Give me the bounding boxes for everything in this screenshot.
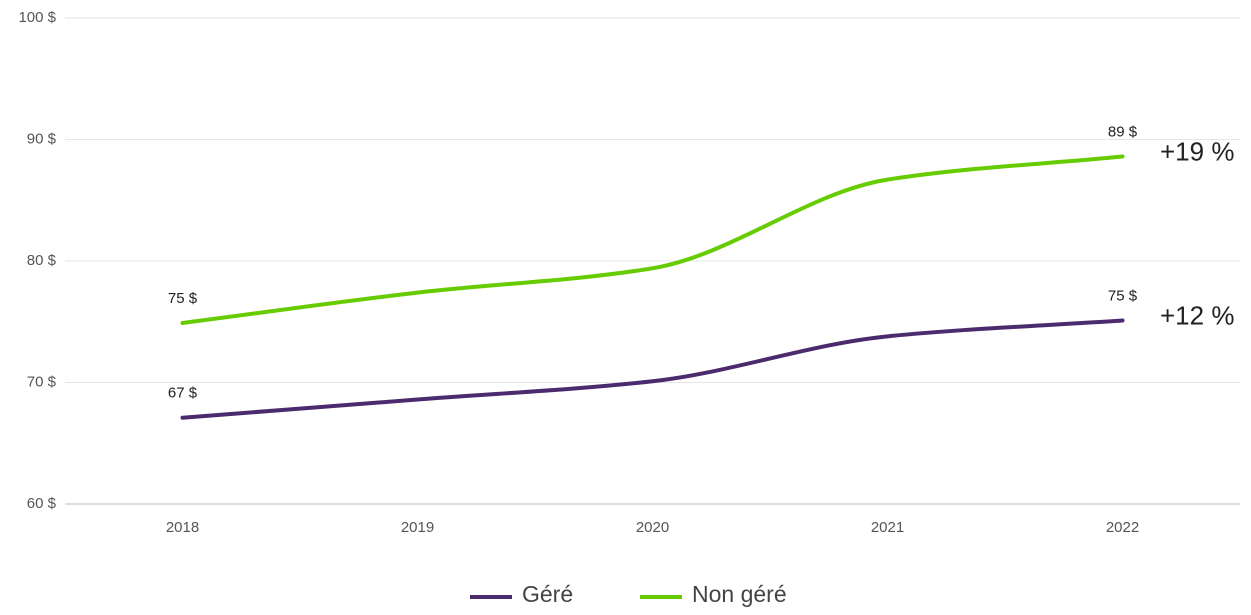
legend-label: Géré — [522, 581, 573, 607]
change-label: +19 % — [1160, 136, 1234, 166]
data-label: 75 $ — [168, 290, 198, 307]
series-line — [180, 154, 1125, 325]
data-label: 89 $ — [1108, 123, 1138, 140]
y-tick-label: 60 $ — [27, 495, 57, 512]
y-tick-label: 90 $ — [27, 130, 57, 147]
x-tick-label: 2019 — [401, 519, 434, 536]
x-tick-label: 2020 — [636, 519, 669, 536]
x-tick-label: 2022 — [1106, 519, 1139, 536]
change-label: +12 % — [1160, 300, 1234, 330]
x-tick-label: 2018 — [166, 519, 199, 536]
y-tick-label: 80 $ — [27, 252, 57, 269]
data-label: 75 $ — [1108, 288, 1138, 305]
y-tick-label: 100 $ — [18, 9, 56, 26]
data-label: 67 $ — [168, 385, 198, 402]
series-line — [180, 318, 1125, 420]
x-tick-label: 2021 — [871, 519, 904, 536]
y-tick-label: 70 $ — [27, 373, 57, 390]
legend-label: Non géré — [692, 581, 787, 607]
